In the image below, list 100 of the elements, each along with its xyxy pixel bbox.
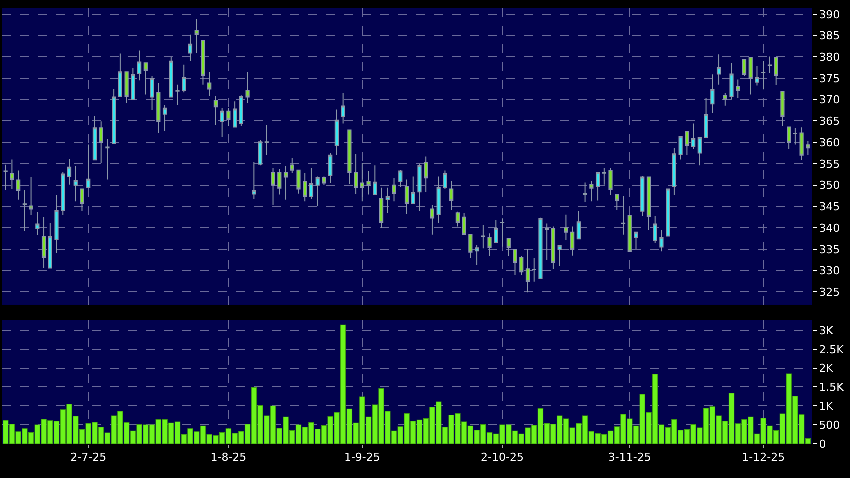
- y-tick-label: 355: [819, 158, 840, 171]
- candlestick: [124, 72, 129, 104]
- candlestick: [628, 215, 632, 252]
- y-tick-label: 345: [819, 200, 840, 214]
- candlestick: [316, 176, 320, 207]
- candlestick: [481, 224, 486, 250]
- candlestick: [16, 170, 21, 200]
- candlestick: [551, 226, 556, 270]
- candlestick: [787, 126, 792, 150]
- candlestick: [296, 169, 301, 194]
- y-tick-label: 385: [819, 30, 840, 43]
- candlestick: [386, 187, 390, 214]
- candlestick: [220, 108, 224, 138]
- candlestick: [545, 223, 550, 261]
- candlestick: [436, 176, 441, 224]
- candlestick: [692, 123, 696, 150]
- x-tick-label: 1-8-25: [210, 451, 247, 464]
- candlestick: [61, 172, 66, 216]
- candlestick: [704, 98, 708, 138]
- candlestick: [474, 244, 480, 266]
- x-tick-label: 2-10-25: [481, 451, 524, 464]
- candlestick: [755, 66, 760, 86]
- candlestick: [118, 53, 122, 97]
- candlestick: [162, 104, 168, 132]
- candlestick: [723, 92, 728, 106]
- candlestick: [341, 92, 346, 124]
- y-tick-label: 2.5K: [819, 343, 845, 356]
- y-tick-label: 340: [819, 222, 840, 235]
- candlestick: [4, 164, 8, 191]
- candlestick: [768, 56, 772, 74]
- y-tick-label: 325: [819, 286, 840, 300]
- candlestick: [264, 124, 269, 156]
- candlestick: [334, 109, 340, 156]
- candlestick: [660, 230, 664, 252]
- candlestick: [450, 181, 454, 212]
- candlestick: [398, 169, 403, 188]
- candlestick: [29, 176, 34, 216]
- candlestick: [672, 148, 677, 196]
- candlestick: [188, 34, 193, 62]
- candlestick: [748, 56, 753, 96]
- candlestick: [201, 40, 206, 86]
- candlestick: [169, 56, 174, 98]
- candlestick: [106, 138, 110, 180]
- candlestick: [596, 172, 600, 202]
- y-tick-label: 0: [819, 438, 826, 451]
- candlestick: [532, 258, 536, 282]
- candlestick: [500, 218, 505, 248]
- candlestick: [156, 82, 161, 134]
- candlestick: [271, 168, 276, 206]
- candlestick: [99, 121, 104, 164]
- candlestick: [730, 62, 734, 100]
- candlestick: [558, 244, 562, 268]
- candlestick: [468, 234, 473, 259]
- candlestick: [42, 216, 46, 269]
- candlestick: [793, 128, 798, 146]
- candlestick: [602, 168, 606, 186]
- y-tick-label: 335: [819, 243, 840, 256]
- candlestick: [570, 226, 575, 256]
- candlestick: [233, 101, 238, 128]
- candlestick: [762, 60, 766, 90]
- candlestick: [290, 158, 294, 174]
- y-tick-label: 330: [819, 264, 840, 278]
- candlestick: [303, 172, 308, 202]
- candlestick: [92, 116, 98, 161]
- candlestick: [112, 88, 116, 144]
- candlestick: [328, 152, 333, 184]
- candlestick: [252, 162, 256, 200]
- candlestick: [404, 179, 410, 215]
- candlestick: [780, 90, 785, 127]
- candlestick: [10, 159, 14, 190]
- candlestick: [710, 74, 715, 114]
- candlestick: [131, 68, 136, 100]
- candlestick: [322, 176, 326, 186]
- candlestick: [634, 231, 638, 250]
- candlestick: [182, 64, 186, 94]
- candlestick: [208, 72, 212, 97]
- candlestick: [615, 194, 620, 212]
- candlestick: [150, 76, 154, 111]
- candlestick: [366, 170, 371, 196]
- y-tick-label: 2K: [819, 362, 834, 376]
- candlestick: [360, 162, 364, 202]
- candlestick: [36, 212, 40, 236]
- candlestick: [736, 79, 740, 99]
- candlestick: [258, 140, 263, 166]
- y-tick-label: 375: [819, 72, 840, 86]
- y-tick-label: 1K: [819, 400, 834, 414]
- candlestick: [742, 58, 747, 77]
- candlestick: [506, 238, 511, 257]
- x-tick-label: 1-9-25: [344, 451, 380, 464]
- candlestick: [621, 196, 626, 236]
- candlestick: [678, 136, 683, 160]
- candlestick: [774, 56, 778, 86]
- candlestick: [424, 156, 428, 193]
- x-tick-label: 2-7-25: [70, 451, 107, 464]
- candlestick: [590, 181, 594, 202]
- candlestick: [513, 248, 518, 276]
- candlestick: [80, 188, 84, 212]
- candlestick: [54, 194, 59, 254]
- candlestick: [86, 144, 91, 188]
- candlestick: [806, 140, 810, 156]
